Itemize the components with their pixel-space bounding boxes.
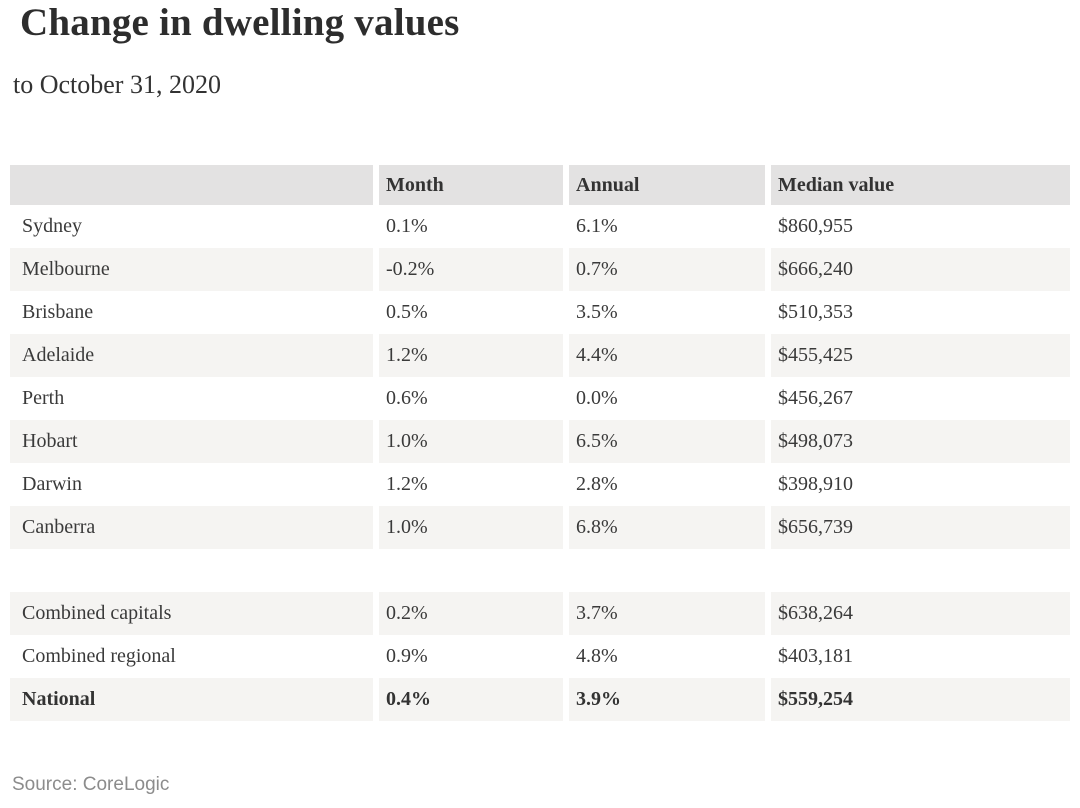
annual-value: 4.4% bbox=[569, 334, 765, 377]
month-value: 1.2% bbox=[379, 334, 563, 377]
annual-value: 4.8% bbox=[569, 635, 765, 678]
table-spacer-row bbox=[10, 549, 1070, 592]
annual-value: 6.8% bbox=[569, 506, 765, 549]
row-label: Canberra bbox=[10, 506, 373, 549]
month-value: 0.1% bbox=[379, 205, 563, 248]
row-canberra: Canberra 1.0% 6.8% $656,739 bbox=[10, 506, 1070, 549]
row-label: Combined regional bbox=[10, 635, 373, 678]
annual-value: 0.0% bbox=[569, 377, 765, 420]
median-value: $455,425 bbox=[771, 334, 1070, 377]
row-label: Hobart bbox=[10, 420, 373, 463]
median-value: $498,073 bbox=[771, 420, 1070, 463]
row-label: Combined capitals bbox=[10, 592, 373, 635]
header-cell-median-value: Median value bbox=[771, 165, 1070, 205]
header-cell-annual: Annual bbox=[569, 165, 765, 205]
row-label: National bbox=[10, 678, 373, 721]
row-darwin: Darwin 1.2% 2.8% $398,910 bbox=[10, 463, 1070, 506]
annual-value: 3.5% bbox=[569, 291, 765, 334]
month-value: -0.2% bbox=[379, 248, 563, 291]
source-attribution: Source: CoreLogic bbox=[12, 774, 170, 795]
row-sydney: Sydney 0.1% 6.1% $860,955 bbox=[10, 205, 1070, 248]
annual-value: 3.9% bbox=[569, 678, 765, 721]
row-label: Melbourne bbox=[10, 248, 373, 291]
month-value: 0.4% bbox=[379, 678, 563, 721]
median-value: $403,181 bbox=[771, 635, 1070, 678]
median-value: $638,264 bbox=[771, 592, 1070, 635]
row-perth: Perth 0.6% 0.0% $456,267 bbox=[10, 377, 1070, 420]
month-value: 0.9% bbox=[379, 635, 563, 678]
median-value: $559,254 bbox=[771, 678, 1070, 721]
median-value: $510,353 bbox=[771, 291, 1070, 334]
month-value: 1.2% bbox=[379, 463, 563, 506]
median-value: $860,955 bbox=[771, 205, 1070, 248]
month-value: 0.6% bbox=[379, 377, 563, 420]
row-combined-regional: Combined regional 0.9% 4.8% $403,181 bbox=[10, 635, 1070, 678]
month-value: 0.2% bbox=[379, 592, 563, 635]
annual-value: 0.7% bbox=[569, 248, 765, 291]
month-value: 0.5% bbox=[379, 291, 563, 334]
median-value: $398,910 bbox=[771, 463, 1070, 506]
table-header-row: Month Annual Median value bbox=[10, 165, 1070, 205]
median-value: $666,240 bbox=[771, 248, 1070, 291]
page-subtitle: to October 31, 2020 bbox=[13, 70, 221, 99]
row-brisbane: Brisbane 0.5% 3.5% $510,353 bbox=[10, 291, 1070, 334]
dwelling-values-table: Month Annual Median value Sydney 0.1% 6.… bbox=[10, 165, 1070, 721]
header-cell-blank bbox=[10, 165, 373, 205]
month-value: 1.0% bbox=[379, 506, 563, 549]
row-national: National 0.4% 3.9% $559,254 bbox=[10, 678, 1070, 721]
row-melbourne: Melbourne -0.2% 0.7% $666,240 bbox=[10, 248, 1070, 291]
row-label: Darwin bbox=[10, 463, 373, 506]
row-label: Sydney bbox=[10, 205, 373, 248]
annual-value: 6.1% bbox=[569, 205, 765, 248]
row-label: Perth bbox=[10, 377, 373, 420]
row-label: Brisbane bbox=[10, 291, 373, 334]
row-adelaide: Adelaide 1.2% 4.4% $455,425 bbox=[10, 334, 1070, 377]
row-hobart: Hobart 1.0% 6.5% $498,073 bbox=[10, 420, 1070, 463]
annual-value: 2.8% bbox=[569, 463, 765, 506]
month-value: 1.0% bbox=[379, 420, 563, 463]
header-cell-month: Month bbox=[379, 165, 563, 205]
page-title: Change in dwelling values bbox=[20, 1, 460, 44]
row-combined-capitals: Combined capitals 0.2% 3.7% $638,264 bbox=[10, 592, 1070, 635]
median-value: $656,739 bbox=[771, 506, 1070, 549]
median-value: $456,267 bbox=[771, 377, 1070, 420]
annual-value: 6.5% bbox=[569, 420, 765, 463]
annual-value: 3.7% bbox=[569, 592, 765, 635]
row-label: Adelaide bbox=[10, 334, 373, 377]
